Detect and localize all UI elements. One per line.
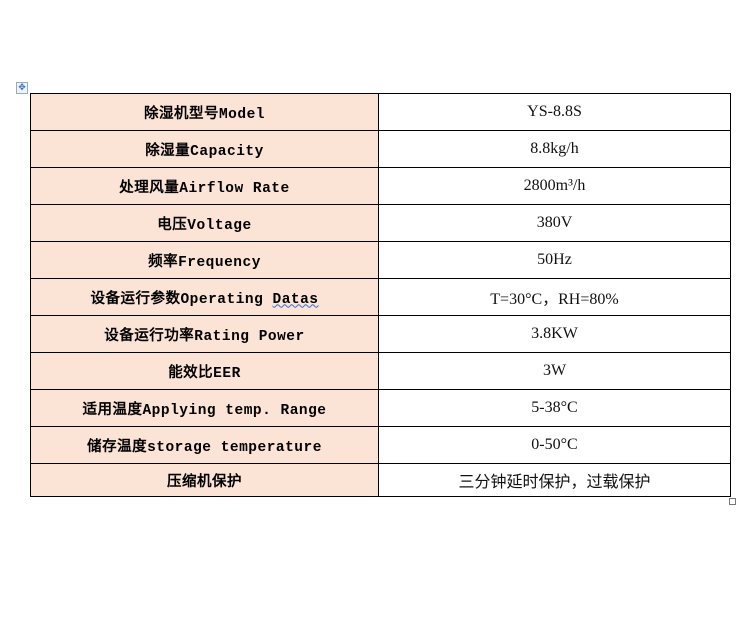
row-label: 能效比EER <box>30 352 379 390</box>
row-label: 频率Frequency <box>30 241 379 279</box>
table-row: 电压Voltage 380V <box>30 204 731 242</box>
table-row: 储存温度storage temperature 0-50°C <box>30 426 731 464</box>
row-value[interactable]: 8.8kg/h <box>378 130 731 168</box>
spelling-flagged-word[interactable]: Datas <box>272 291 319 308</box>
row-value[interactable]: 380V <box>378 204 731 242</box>
row-label: 处理风量Airflow Rate <box>30 167 379 205</box>
table-move-handle-icon[interactable]: ✥ <box>16 82 28 94</box>
table-resize-handle-icon[interactable] <box>729 498 736 505</box>
row-label: 电压Voltage <box>30 204 379 242</box>
row-value[interactable]: 2800m³/h <box>378 167 731 205</box>
table-row: 设备运行参数Operating Datas T=30°C，RH=80% <box>30 278 731 316</box>
table-row: 处理风量Airflow Rate 2800m³/h <box>30 167 731 205</box>
row-label: 设备运行功率Rating Power <box>30 315 379 353</box>
row-value[interactable]: 50Hz <box>378 241 731 279</box>
table-row: 压缩机保护 三分钟延时保护，过载保护 <box>30 463 731 497</box>
row-value[interactable]: 三分钟延时保护，过载保护 <box>378 463 731 497</box>
spec-table: 除湿机型号Model YS-8.8S 除湿量Capacity 8.8kg/h 处理风… <box>30 93 731 497</box>
table-row: 能效比EER 3W <box>30 352 731 390</box>
row-label: 设备运行参数Operating Datas <box>30 278 379 316</box>
table-row: 频率Frequency 50Hz <box>30 241 731 279</box>
row-label: 除湿量Capacity <box>30 130 379 168</box>
row-label: 压缩机保护 <box>30 463 379 497</box>
row-label: 储存温度storage temperature <box>30 426 379 464</box>
row-value[interactable]: 3.8KW <box>378 315 731 353</box>
table-row: 设备运行功率Rating Power 3.8KW <box>30 315 731 353</box>
row-value[interactable]: 3W <box>378 352 731 390</box>
table-row: 适用温度Applying temp. Range 5-38°C <box>30 389 731 427</box>
row-label: 适用温度Applying temp. Range <box>30 389 379 427</box>
row-value[interactable]: T=30°C，RH=80% <box>378 278 731 316</box>
table-row: 除湿量Capacity 8.8kg/h <box>30 130 731 168</box>
row-value[interactable]: YS-8.8S <box>378 93 731 131</box>
label-text: 设备运行参数Operating <box>90 291 273 308</box>
row-label: 除湿机型号Model <box>30 93 379 131</box>
row-value[interactable]: 0-50°C <box>378 426 731 464</box>
table-row: 除湿机型号Model YS-8.8S <box>30 93 731 131</box>
row-value[interactable]: 5-38°C <box>378 389 731 427</box>
